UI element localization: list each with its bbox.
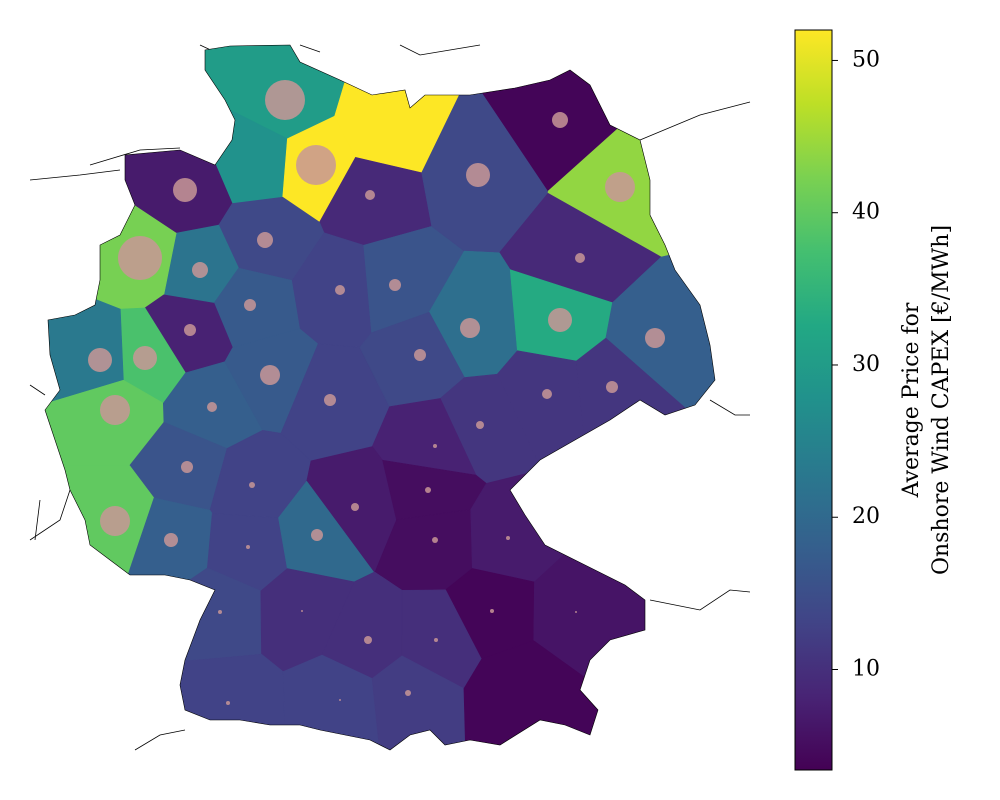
marker: [476, 421, 484, 429]
marker: [606, 381, 618, 393]
marker: [311, 529, 323, 541]
colorbar-gradient: [794, 29, 833, 771]
region: [533, 503, 715, 750]
marker: [296, 145, 336, 185]
marker: [100, 506, 130, 536]
marker: [324, 394, 336, 406]
border: [649, 399, 751, 611]
marker: [207, 402, 217, 412]
marker: [466, 163, 490, 187]
marker: [575, 611, 577, 613]
marker: [173, 178, 197, 202]
marker: [244, 299, 256, 311]
country-outline: [44, 44, 716, 751]
border: [29, 384, 71, 541]
region: [45, 653, 287, 750]
marker: [405, 690, 411, 696]
marker: [260, 365, 280, 385]
marker: [433, 444, 437, 448]
marker: [414, 349, 426, 361]
region: [470, 469, 621, 583]
marker: [552, 112, 568, 128]
marker: [605, 172, 635, 202]
marker: [249, 482, 255, 488]
marker: [301, 610, 303, 612]
colorbar: Average Price for Onshore Wind CAPEX [€/…: [794, 29, 954, 771]
colorbar-tick-label: 10: [852, 657, 880, 682]
region: [76, 567, 262, 671]
coastline: [29, 147, 181, 181]
colorbar-tick-label: 30: [852, 352, 880, 377]
marker: [192, 262, 208, 278]
marker: [226, 701, 230, 705]
marker: [364, 636, 372, 644]
marker: [506, 536, 510, 540]
marker: [133, 346, 157, 370]
coastline: [639, 101, 751, 141]
marker: [184, 324, 196, 336]
marker: [425, 487, 431, 493]
marker: [389, 279, 401, 291]
colorbar-tick-label: 20: [852, 504, 880, 529]
markers: [88, 80, 665, 705]
marker: [335, 285, 345, 295]
marker: [181, 461, 193, 473]
neighbour-borders: [29, 44, 751, 751]
marker: [164, 533, 178, 547]
colorbar-label: Average Price for: [899, 302, 924, 498]
marker: [548, 308, 572, 332]
colorbar-label: Onshore Wind CAPEX [€/MWh]: [929, 225, 954, 575]
marker: [460, 318, 480, 338]
marker: [490, 609, 494, 613]
marker: [339, 699, 341, 701]
marker: [434, 638, 438, 642]
marker: [246, 545, 250, 549]
marker: [257, 232, 273, 248]
region: [463, 640, 715, 750]
colorbar-tick-label: 50: [852, 47, 880, 72]
marker: [645, 328, 665, 348]
marker: [432, 537, 438, 543]
marker: [88, 348, 112, 372]
marker: [100, 395, 130, 425]
marker: [365, 190, 375, 200]
marker: [351, 503, 359, 511]
marker: [575, 253, 585, 263]
marker: [542, 389, 552, 399]
colorbar-tick-label: 40: [852, 200, 880, 225]
border: [134, 729, 186, 751]
region: [45, 45, 233, 234]
marker: [218, 610, 222, 614]
region: [45, 379, 165, 466]
marker: [265, 80, 305, 120]
marker: [118, 236, 162, 280]
